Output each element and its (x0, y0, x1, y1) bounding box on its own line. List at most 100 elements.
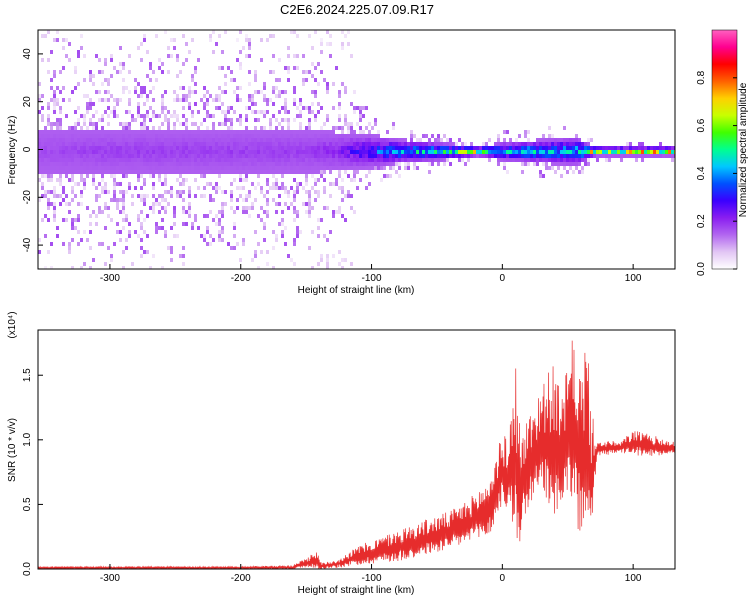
spectrogram-cell (335, 182, 338, 186)
spectrogram-cell (317, 134, 320, 138)
spectrogram-cell (131, 262, 134, 266)
spectrogram-cell (248, 70, 251, 74)
spectrogram-cell (50, 190, 53, 194)
spectrogram-cell (260, 138, 263, 142)
spectrogram-cell (233, 78, 236, 82)
spectrogram-cell (152, 130, 155, 134)
spectrogram-cell (173, 138, 176, 142)
spectrogram-cell (44, 194, 47, 198)
spectrogram-cell (77, 106, 80, 110)
spectrogram-cell (302, 162, 305, 166)
spectrogram-cell (404, 158, 407, 162)
spectrogram-cell (122, 154, 125, 158)
spectrogram-cell (230, 134, 233, 138)
spectrogram-cell (221, 206, 224, 210)
spectrogram-cell (536, 158, 539, 162)
spectrogram-cell (257, 214, 260, 218)
spectrogram-cell (167, 150, 170, 154)
spectrogram-cell (68, 42, 71, 46)
spectrogram-cell (197, 126, 200, 130)
spectrogram-cell (335, 154, 338, 158)
spectrogram-cell (182, 178, 185, 182)
spectrogram-cell (137, 162, 140, 166)
spectrogram-cell (647, 150, 650, 154)
spectrogram-cell (332, 182, 335, 186)
spectrogram-cell (578, 150, 581, 154)
spectrogram-cell (425, 150, 428, 154)
spectrogram-cell (218, 66, 221, 70)
spectrogram-cell (74, 66, 77, 70)
spectrogram-cell (560, 146, 563, 150)
spectrogram-cell (347, 138, 350, 142)
spectrogram-cell (500, 146, 503, 150)
spectrogram-cell (317, 178, 320, 182)
spectrogram-cell (326, 162, 329, 166)
spectrogram-cell (404, 154, 407, 158)
spectrogram-cell (410, 150, 413, 154)
spectrogram-cell (227, 166, 230, 170)
spectrogram-cell (47, 162, 50, 166)
spectrogram-cell (326, 30, 329, 34)
spectrogram-cell (587, 142, 590, 146)
spectrogram-cell (128, 142, 131, 146)
spectrogram-cell (398, 146, 401, 150)
spectrogram-cell (263, 226, 266, 230)
spectrogram-cell (521, 162, 524, 166)
spectrogram-cell (170, 146, 173, 150)
spectrogram-cell (179, 142, 182, 146)
spectrogram-cell (263, 82, 266, 86)
spectrogram-cell (485, 154, 488, 158)
spectrogram-cell (293, 130, 296, 134)
spectrogram-cell (155, 134, 158, 138)
spectrogram-cell (653, 146, 656, 150)
spectrogram-cell (323, 186, 326, 190)
spectrogram-cell (437, 138, 440, 142)
spectrogram-cell (386, 154, 389, 158)
spectrogram-cell (119, 62, 122, 66)
spectrogram-cell (326, 262, 329, 266)
spectrogram-cell (92, 174, 95, 178)
spectrogram-cell (164, 190, 167, 194)
spectrogram-cell (380, 138, 383, 142)
spectrogram-cell (236, 162, 239, 166)
spectrogram-cell (374, 154, 377, 158)
spectrogram-cell (629, 142, 632, 146)
spectrogram-cell (119, 150, 122, 154)
spectrogram-cell (161, 62, 164, 66)
spectrogram-cell (161, 154, 164, 158)
spectrogram-cell (179, 146, 182, 150)
spectrogram-cell (233, 210, 236, 214)
spectrogram-cell (191, 226, 194, 230)
spectrogram-cell (161, 198, 164, 202)
spectrogram-cell (317, 194, 320, 198)
spectrogram-cell (167, 134, 170, 138)
spectrogram-cell (245, 114, 248, 118)
spectrogram-cell (209, 182, 212, 186)
spectrogram-cell (53, 102, 56, 106)
spectrogram-cell (305, 170, 308, 174)
spectrogram-cell (200, 162, 203, 166)
spectrogram-cell (584, 162, 587, 166)
spectrogram-cell (233, 226, 236, 230)
spectrogram-cell (308, 166, 311, 170)
spectrogram-cell (161, 142, 164, 146)
spectrogram-cell (119, 170, 122, 174)
spectrogram-cell (131, 142, 134, 146)
spectrogram-cell (140, 86, 143, 90)
spectrogram-cell (341, 258, 344, 262)
spectrogram-cell (86, 150, 89, 154)
spectrogram-cell (311, 266, 314, 269)
spectrogram-cell (308, 210, 311, 214)
spectrogram-cell (311, 142, 314, 146)
spectrogram-cell (464, 154, 467, 158)
spectrogram-cell (83, 150, 86, 154)
spectrogram-cell (338, 186, 341, 190)
spectrogram-cell (440, 150, 443, 154)
spectrogram-cell (314, 150, 317, 154)
spectrogram-cell (326, 154, 329, 158)
spectrogram-cell (617, 146, 620, 150)
spectrogram-cell (185, 42, 188, 46)
spectrogram-cell (74, 158, 77, 162)
spectrogram-cell (278, 122, 281, 126)
